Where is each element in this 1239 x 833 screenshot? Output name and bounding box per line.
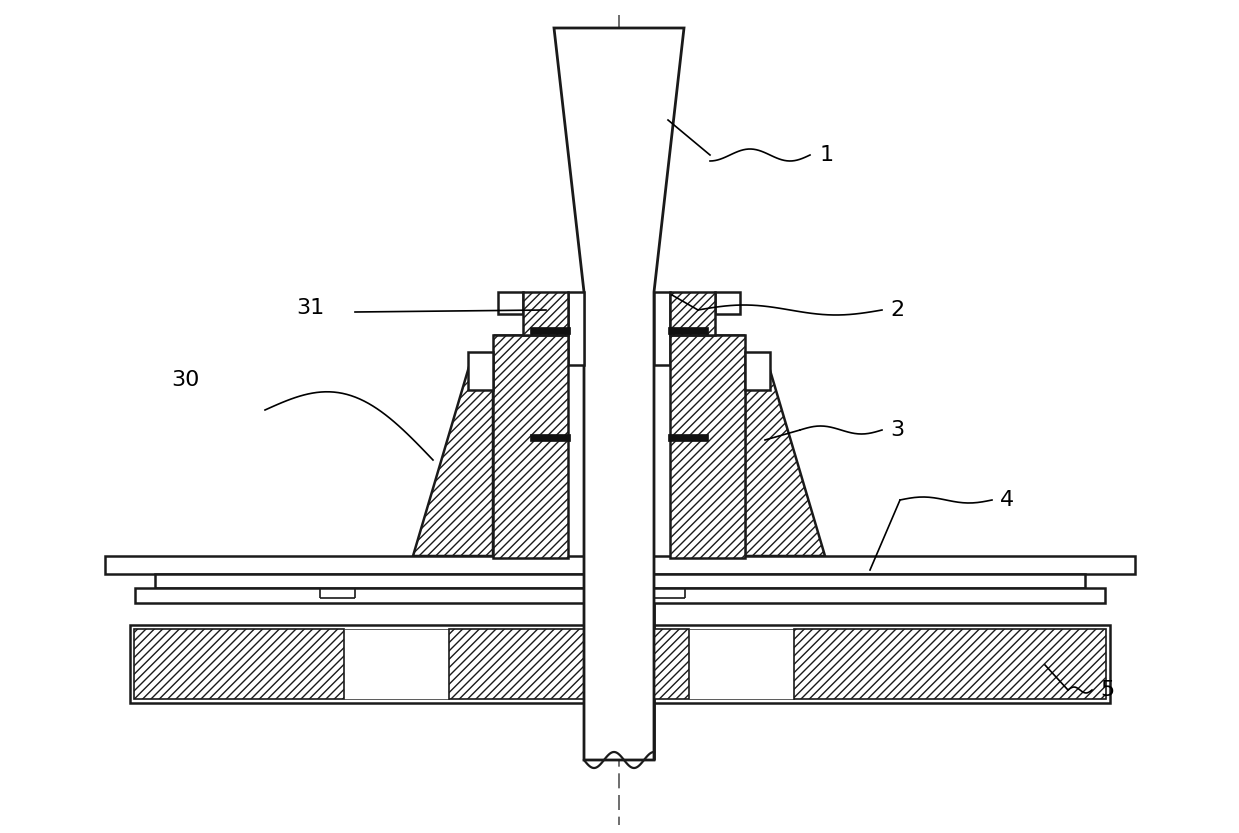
Text: 1: 1 — [820, 145, 834, 165]
Polygon shape — [413, 360, 493, 556]
Bar — [130, 625, 1110, 703]
Bar — [689, 629, 794, 699]
Bar — [530, 327, 570, 334]
Bar — [794, 629, 1106, 699]
Bar — [567, 292, 584, 365]
Text: 31: 31 — [296, 298, 325, 318]
Polygon shape — [745, 360, 825, 556]
Bar — [745, 352, 769, 390]
Bar — [715, 292, 740, 314]
Text: 2: 2 — [890, 300, 904, 320]
Polygon shape — [554, 28, 684, 760]
Bar — [468, 352, 493, 390]
Bar — [670, 292, 715, 335]
Bar — [449, 629, 689, 699]
Text: 4: 4 — [1000, 490, 1015, 510]
Bar — [134, 629, 344, 699]
Text: 3: 3 — [890, 420, 904, 440]
Bar — [668, 327, 707, 334]
Bar — [670, 335, 745, 558]
Bar — [155, 574, 1085, 588]
Bar — [530, 434, 570, 441]
Text: 30: 30 — [171, 370, 199, 390]
Bar — [135, 588, 1105, 603]
Bar — [105, 556, 1135, 574]
Bar — [668, 434, 707, 441]
Bar — [493, 335, 567, 558]
Bar — [344, 629, 449, 699]
Bar — [498, 292, 523, 314]
Bar — [654, 292, 670, 365]
Text: 5: 5 — [1100, 680, 1114, 700]
Bar — [523, 292, 567, 335]
